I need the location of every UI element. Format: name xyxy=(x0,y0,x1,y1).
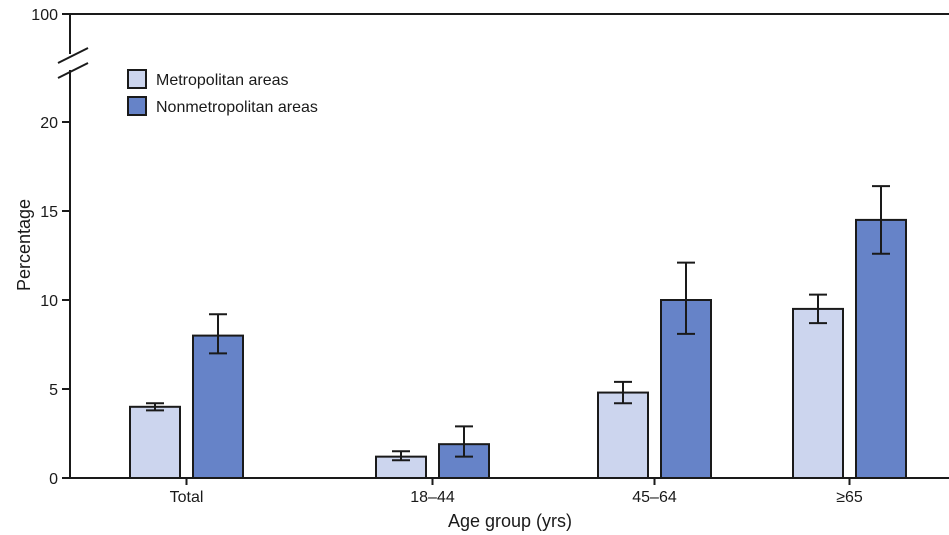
x-tick-label: 45–64 xyxy=(632,489,677,506)
legend-label-nonmetropolitan: Nonmetropolitan areas xyxy=(156,99,318,116)
x-tick-label: Total xyxy=(170,489,204,506)
bar xyxy=(597,391,649,479)
bar xyxy=(792,307,844,479)
y-tick-label-5: 5 xyxy=(49,382,58,399)
bar-group xyxy=(375,425,490,480)
y-ticks: 0 5 10 15 20 xyxy=(40,115,70,488)
bar xyxy=(192,334,244,479)
legend: Metropolitan areas Nonmetropolitan areas xyxy=(127,69,318,116)
bar-group xyxy=(792,185,907,479)
y-tick-label-0: 0 xyxy=(49,471,58,488)
axis-break-mark-lower xyxy=(57,62,89,79)
y-tick-label-20: 20 xyxy=(40,115,58,132)
axis-break-gap xyxy=(60,54,82,70)
bars xyxy=(129,185,907,480)
bar xyxy=(855,218,907,479)
x-axis-title: Age group (yrs) xyxy=(448,511,572,531)
axis-break-mark-upper xyxy=(57,47,89,64)
legend-swatch-nonmetropolitan xyxy=(127,96,147,116)
legend-swatch-metropolitan xyxy=(127,69,147,89)
bar-group xyxy=(129,313,244,479)
y-tick-label-15: 15 xyxy=(40,204,58,221)
x-ticks: Total 18–44 45–64 ≥65 xyxy=(170,478,863,506)
bar-group xyxy=(597,261,712,479)
x-tick-label: ≥65 xyxy=(836,489,863,506)
y-axis-title: Percentage xyxy=(14,199,34,291)
y-tick-label-10: 10 xyxy=(40,293,58,310)
x-tick-label: 18–44 xyxy=(410,489,455,506)
y-tick-label-100: 100 xyxy=(31,7,58,24)
bar xyxy=(438,443,490,479)
bar xyxy=(129,405,181,479)
legend-label-metropolitan: Metropolitan areas xyxy=(156,72,289,89)
